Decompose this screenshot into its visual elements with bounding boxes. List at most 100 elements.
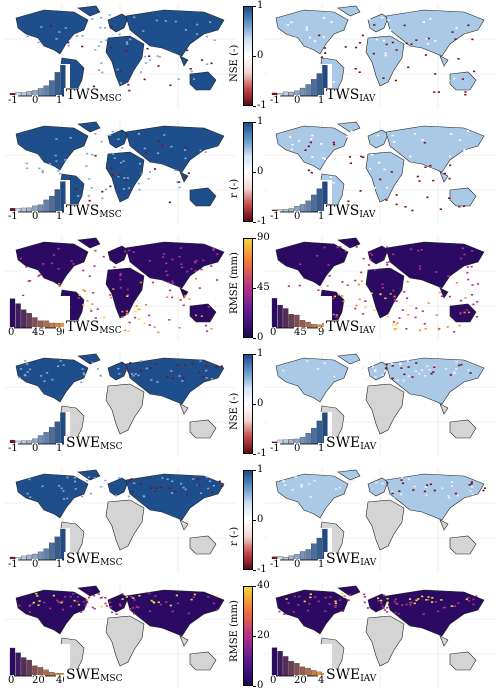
colorbar-tickmark (253, 238, 256, 239)
colorbar-tick-label: 20 (257, 630, 270, 641)
panel-label-subscript: IAV (359, 210, 376, 220)
histogram-tick-label: 1 (318, 443, 325, 454)
colorbar-gradient (243, 6, 253, 106)
histogram-tick-label: 90 (56, 327, 69, 338)
panel-label-subscript: MSC (99, 326, 122, 336)
panel-label-variable: SWE (66, 551, 101, 567)
colorbar-tick-label: 0 (257, 398, 264, 409)
right-panel-label: SWEIAV (324, 552, 379, 571)
colorbar-tickmark (253, 6, 256, 7)
panel-label-variable: TWS (66, 203, 100, 219)
histogram-tick-label: 1 (318, 211, 325, 222)
colorbar-title: RMSE (mm) (229, 252, 240, 314)
panel-label-subscript: IAV (360, 442, 377, 452)
colorbar: 1 0 -1 (243, 1, 267, 111)
right-map (264, 584, 496, 688)
right-panel-label: TWSIAV (324, 319, 378, 339)
histogram-tick-label: 45 (294, 327, 307, 338)
panel-label-variable: TWS (326, 87, 360, 103)
histogram-tick-label: 0 (32, 443, 39, 454)
panel-label-subscript: IAV (360, 674, 377, 684)
histogram-tick-label: 0 (32, 559, 39, 570)
colorbar-tick-label: -1 (257, 564, 267, 575)
colorbar-tickmark (253, 586, 256, 587)
right-panel-label: TWSIAV (324, 203, 378, 223)
histogram-tick-label: 0 (32, 211, 39, 222)
panel-label-subscript: IAV (359, 326, 376, 336)
colorbar: 1 0 -1 (243, 117, 267, 227)
colorbar-title: NSE (-) (229, 44, 240, 82)
colorbar-gradient (243, 354, 253, 454)
colorbar-tick-label: 0 (257, 514, 264, 525)
histogram-tick-label: 0 (270, 327, 277, 338)
right-histogram: -1 0 1 (268, 528, 332, 570)
colorbar-tick-label: 40 (257, 580, 270, 591)
panel-label-variable: TWS (66, 87, 100, 103)
right-histogram: -1 0 1 (268, 64, 332, 106)
histogram-tick-label: 1 (56, 443, 63, 454)
left-map (4, 352, 236, 456)
colorbar: 40 20 0 (243, 581, 270, 691)
histogram-tick-label: 0 (8, 675, 15, 686)
histogram-tick-label: 20 (294, 675, 307, 686)
right-map (264, 468, 496, 572)
histogram-tick-label: -1 (8, 443, 18, 454)
panel-label-variable: TWS (326, 203, 360, 219)
panel-label-variable: SWE (326, 667, 361, 683)
histogram-tick-label: 45 (32, 327, 45, 338)
histogram-tick-label: -1 (270, 211, 280, 222)
left-panel-label: TWSMSC (64, 320, 124, 339)
histogram-tick-label: -1 (270, 559, 280, 570)
panel-label-variable: TWS (326, 319, 360, 335)
left-panel-label: SWEMSC (64, 668, 125, 687)
colorbar-tick-label: -1 (257, 100, 267, 111)
right-panel-label: SWEIAV (324, 667, 379, 687)
colorbar-tickmark (253, 106, 256, 107)
panel-label-subscript: IAV (360, 558, 377, 568)
left-histogram: -1 0 1 (6, 528, 70, 570)
colorbar-title: r (-) (229, 178, 240, 198)
colorbar-tick-label: 0 (257, 332, 264, 343)
colorbar: 1 0 -1 (243, 465, 267, 575)
colorbar-tickmark (253, 404, 256, 405)
colorbar-tick-label: 45 (257, 282, 270, 293)
histogram-tick-label: 1 (318, 559, 325, 570)
colorbar-tickmark (253, 686, 256, 687)
left-histogram: -1 0 1 (6, 180, 70, 222)
colorbar-title: r (-) (229, 526, 240, 546)
histogram-tick-label: 1 (56, 95, 63, 106)
colorbar-tickmark (253, 354, 256, 355)
panel-row-2: -1 0 1 TWSMSC -1 0 1 TWSIAV 1 0 -1 r (-) (0, 117, 500, 230)
left-histogram: -1 0 1 (6, 412, 70, 454)
histogram-tick-label: 0 (294, 211, 301, 222)
histogram-tick-label: -1 (270, 443, 280, 454)
right-panel-label: SWEIAV (324, 436, 379, 455)
histogram-tick-label: -1 (8, 211, 18, 222)
colorbar-tickmark (253, 570, 256, 571)
left-map (4, 236, 236, 340)
right-panel-label: TWSIAV (324, 87, 378, 107)
panel-row-3: 04590TWSMSC04590TWSIAV90450RMSE (mm) (0, 233, 500, 346)
panel-row-4: -1 0 1 SWEMSC -1 0 1 SWEIAV 1 0 -1 NSE (-) (0, 349, 500, 462)
colorbar-tick-label: 1 (257, 464, 264, 475)
histogram-tick-label: 1 (56, 211, 63, 222)
histogram-tick-label: 1 (56, 559, 63, 570)
colorbar-tick-label: 0 (257, 680, 264, 691)
left-map (4, 468, 236, 572)
histogram-tick-label: -1 (8, 95, 18, 106)
colorbar-tick-label: 1 (257, 116, 264, 127)
panel-label-subscript: MSC (100, 674, 123, 684)
colorbar-tickmark (253, 470, 256, 471)
colorbar-tickmark (253, 288, 256, 289)
panel-row-5: -1 0 1 SWEMSC -1 0 1 SWEIAV 1 0 -1 r (-) (0, 465, 500, 578)
left-panel-label: SWEMSC (64, 436, 125, 455)
panel-label-subscript: MSC (100, 558, 123, 568)
colorbar-tick-label: 0 (257, 50, 264, 61)
panel-label-subscript: MSC (99, 210, 122, 220)
colorbar-tickmark (253, 454, 256, 455)
colorbar-gradient (243, 238, 253, 338)
histogram-tick-label: 0 (270, 675, 277, 686)
colorbar: 1 0 -1 (243, 349, 267, 459)
